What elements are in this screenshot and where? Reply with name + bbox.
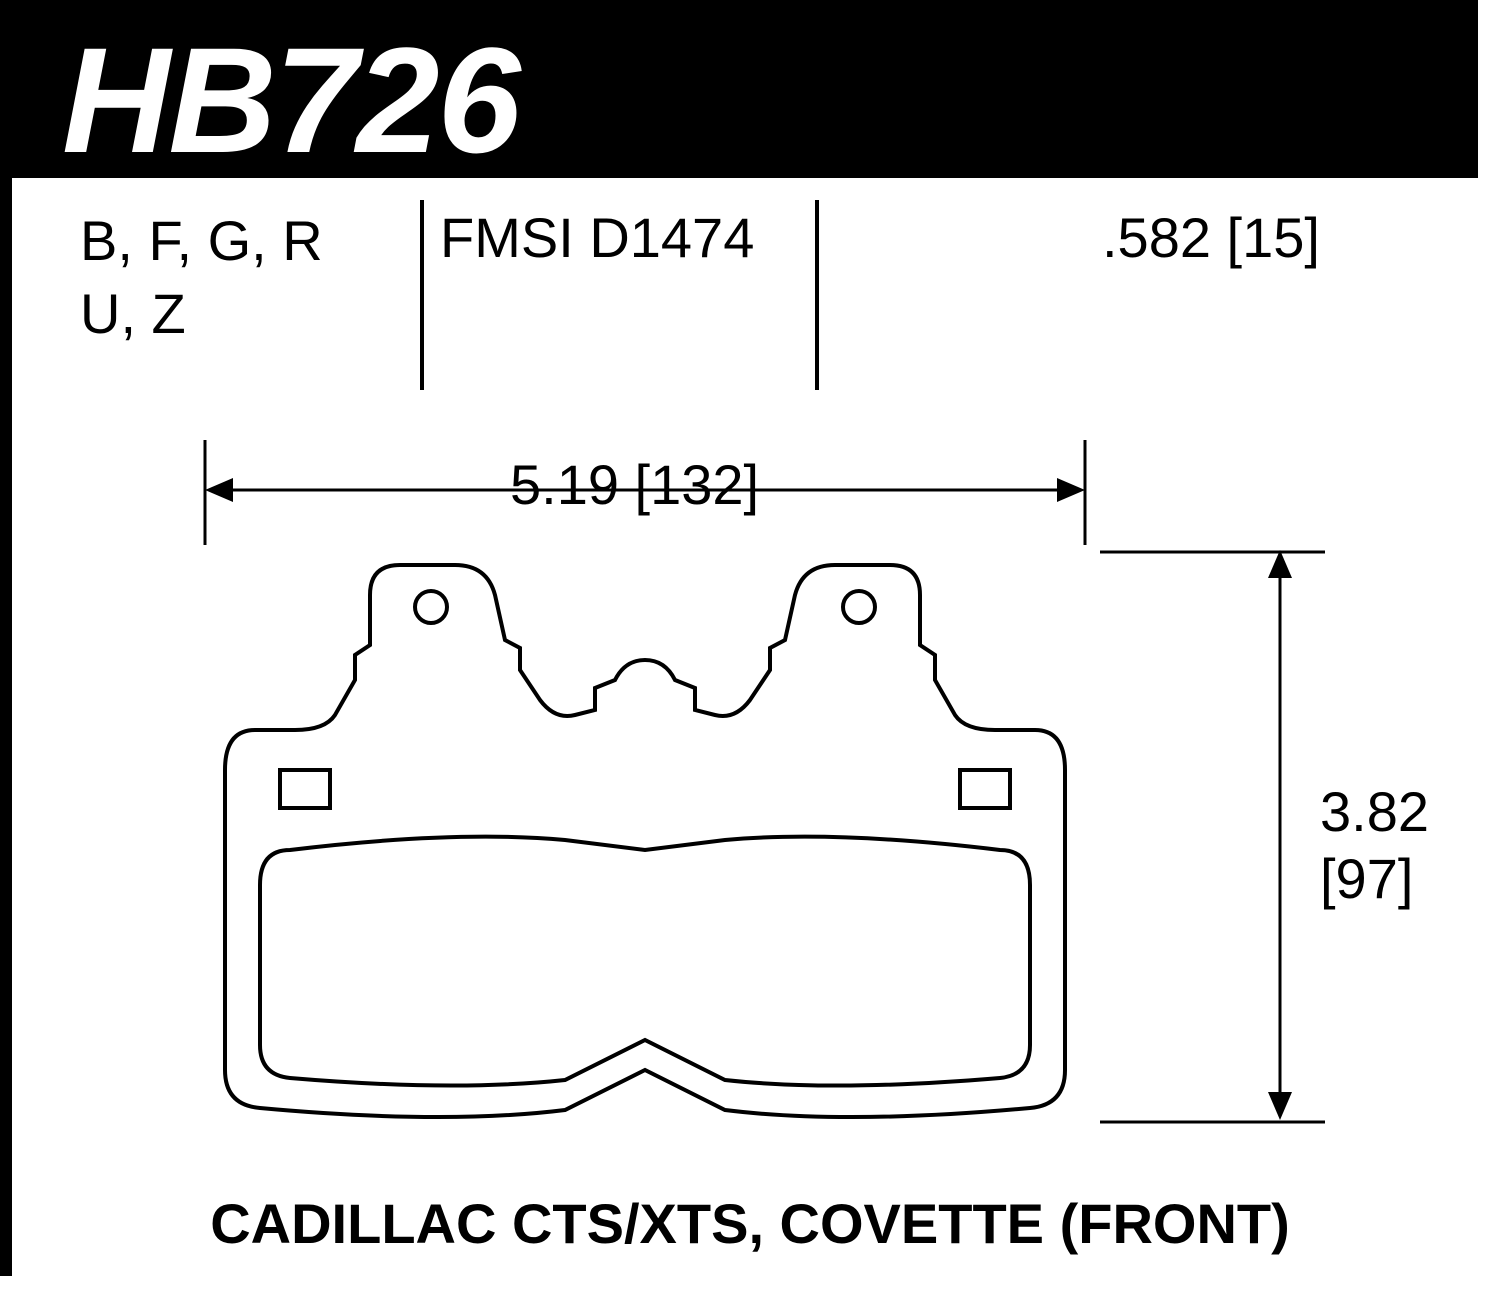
diagram-area: 5.19 [132] 3.82 [97]	[40, 420, 1460, 1170]
spec-row: B, F, G, R U, Z FMSI D1474 .582 [15]	[40, 205, 1460, 385]
height-dimension-label: 3.82 [97]	[1320, 778, 1429, 912]
compounds-line1: B, F, G, R	[80, 209, 323, 272]
width-tick-right	[1080, 440, 1090, 545]
vehicle-label: CADILLAC CTS/XTS, COVETTE (FRONT)	[0, 1191, 1500, 1256]
spec-thickness: .582 [15]	[1102, 205, 1320, 270]
part-number: HB726	[62, 14, 519, 187]
left-border	[0, 178, 12, 1276]
width-dimension-arrow	[205, 465, 1085, 515]
compounds-line2: U, Z	[80, 282, 186, 345]
height-tick-bottom	[1100, 1117, 1325, 1127]
brake-pad-outline	[195, 540, 1095, 1130]
width-tick-left	[200, 440, 210, 545]
spec-fmsi: FMSI D1474	[440, 205, 754, 270]
separator-2	[815, 200, 819, 390]
separator-1	[420, 200, 424, 390]
height-tick-top	[1100, 547, 1325, 557]
spec-compounds: B, F, G, R U, Z	[80, 205, 323, 351]
height-dimension-arrow	[1255, 550, 1305, 1120]
